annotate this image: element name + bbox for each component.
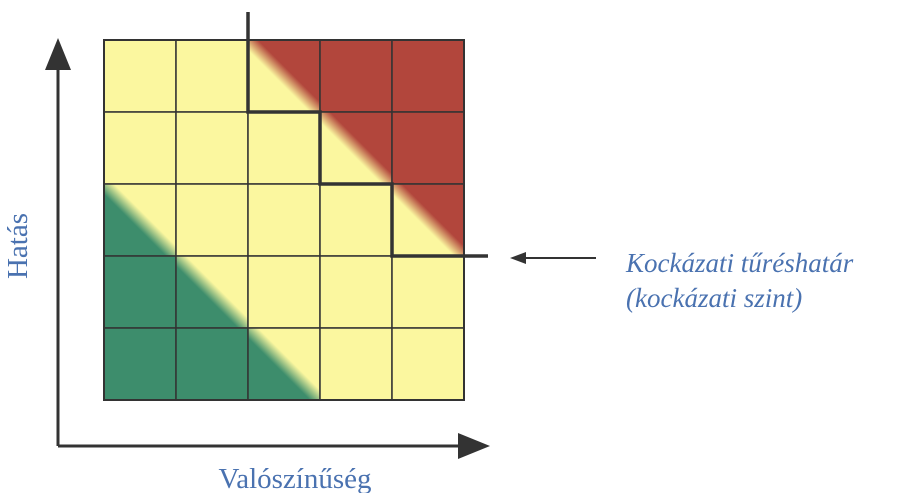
matrix-cell-yellow — [247, 183, 321, 257]
annotation-arrowhead — [510, 252, 526, 264]
matrix-cell-yellow — [319, 183, 393, 257]
matrix-cell-yellow — [391, 255, 465, 329]
matrix-cell-yellow-red — [391, 183, 465, 257]
annotation-title: Kockázati tűréshatár — [625, 248, 854, 278]
matrix-cell-yellow — [175, 111, 249, 185]
matrix-cell-yellow — [319, 327, 393, 401]
y-axis-label: Hatás — [2, 213, 34, 279]
matrix-cell-green — [103, 255, 177, 329]
matrix-cell-green — [175, 327, 249, 401]
matrix-cell-yellow — [319, 255, 393, 329]
matrix-cell-yellow — [391, 327, 465, 401]
matrix-cell-red — [391, 111, 465, 185]
matrix-cell-green-yellow — [247, 327, 321, 401]
matrix-cell-red — [391, 39, 465, 113]
matrix-cell-yellow-red — [247, 39, 321, 113]
tolerance-boundary-line — [246, 12, 488, 258]
matrix-frame — [103, 39, 465, 401]
matrix-cell-yellow — [103, 39, 177, 113]
matrix-cell-green-yellow — [175, 255, 249, 329]
matrix-cell-yellow — [175, 183, 249, 257]
matrix-cell-yellow — [175, 39, 249, 113]
matrix-cell-yellow — [247, 255, 321, 329]
x-axis-label: Valószínűség — [218, 463, 371, 493]
risk-matrix-grid — [103, 39, 465, 401]
matrix-cell-yellow-red — [319, 111, 393, 185]
x-axis-arrowhead — [458, 433, 490, 459]
annotation-subtitle: (kockázati szint) — [626, 283, 802, 313]
matrix-cell-green-yellow — [103, 183, 177, 257]
matrix-cell-yellow — [247, 111, 321, 185]
matrix-cell-yellow — [103, 111, 177, 185]
y-axis-arrowhead — [45, 38, 71, 70]
matrix-cell-green — [103, 327, 177, 401]
matrix-cell-red — [319, 39, 393, 113]
